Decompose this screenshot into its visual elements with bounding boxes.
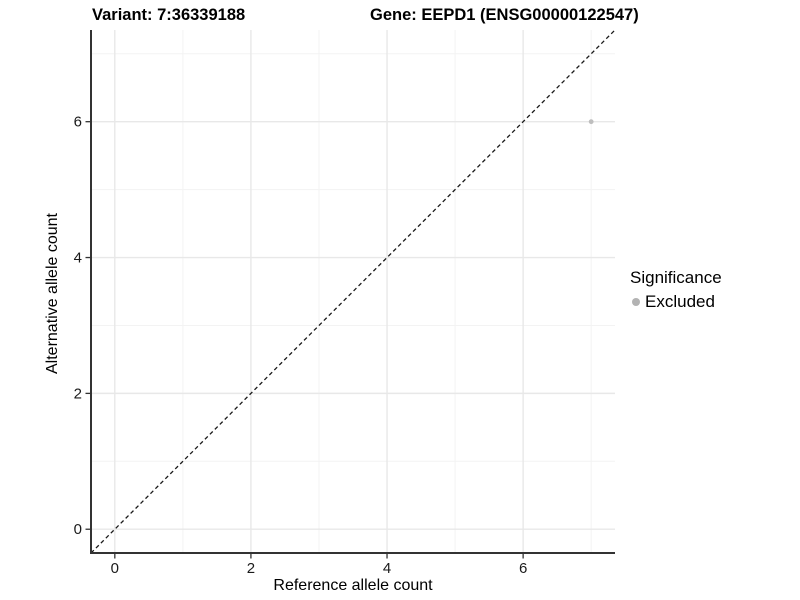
y-tick-label: 4: [74, 250, 82, 267]
x-tick-label: 0: [111, 560, 119, 577]
legend-entry-label: Excluded: [645, 292, 715, 311]
x-tick-label: 4: [383, 560, 391, 577]
y-axis-title: Alternative allele count: [44, 212, 61, 374]
excluded-point-icon: [632, 298, 640, 306]
minor-gridlines: [91, 30, 615, 553]
y-tick-label: 0: [74, 521, 82, 538]
x-tick-label: 6: [519, 560, 527, 577]
gene-title: Gene: EEPD1 (ENSG00000122547): [370, 6, 639, 24]
scatter-point: [588, 119, 594, 125]
tick-labels: 0 2 4 6 0 2 4 6: [74, 114, 528, 577]
legend-entry-excluded: Excluded: [632, 292, 722, 312]
y-tick-label: 6: [74, 114, 82, 131]
y-tick-label: 2: [74, 385, 82, 402]
data-points: [588, 119, 594, 125]
identity-line: [90, 29, 616, 554]
axis-ticks: [85, 121, 524, 559]
axis-lines: [90, 30, 615, 554]
major-gridlines: [91, 30, 615, 553]
x-axis-title: Reference allele count: [273, 577, 433, 594]
x-tick-label: 2: [247, 560, 255, 577]
legend-title: Significance: [630, 268, 722, 287]
legend: Significance Excluded: [630, 268, 722, 312]
identity-dashed-line: [90, 29, 616, 554]
variant-title: Variant: 7:36339188: [92, 6, 246, 24]
